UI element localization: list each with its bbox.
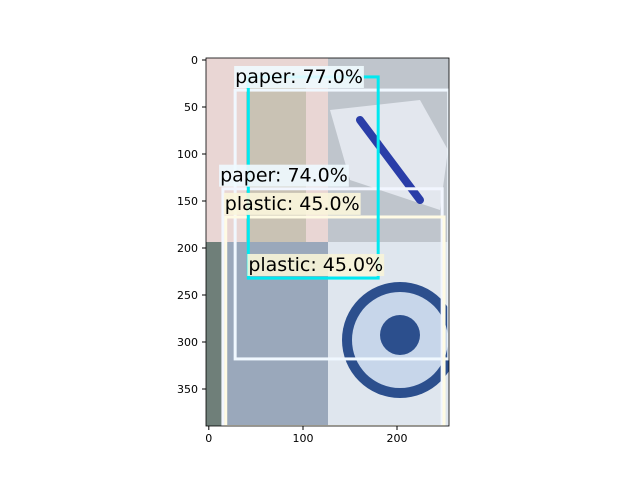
detection-label-bg	[234, 65, 364, 88]
y-tick-label: 50	[184, 101, 198, 114]
detection-label-bg	[223, 192, 361, 215]
y-axis: 0 50 100 150 200 250 300 350	[177, 54, 206, 396]
detection-label-bg	[219, 164, 349, 187]
x-axis: 0 100 200	[205, 426, 408, 445]
detection-label: plastic: 45.0%	[225, 193, 360, 215]
detection-label: paper: 74.0%	[220, 165, 348, 187]
detection-label: plastic: 45.0%	[248, 254, 383, 276]
detection-image	[206, 58, 449, 426]
image-panel-bottom-left-strip	[206, 242, 222, 426]
detection-label: paper: 77.0%	[235, 66, 363, 88]
y-tick-label: 250	[177, 289, 198, 302]
axes-frame	[205, 57, 450, 427]
image-panel-top-right-pen	[356, 116, 424, 204]
y-tick-label: 100	[177, 148, 198, 161]
detections-layer: paper: 77.0% paper: 74.0% plastic: 45.0% pl…	[219, 65, 449, 426]
x-tick-label: 100	[293, 432, 314, 445]
detection-box	[224, 215, 446, 426]
x-tick-label: 0	[205, 432, 212, 445]
y-tick-label: 0	[191, 54, 198, 67]
x-tick-label: 200	[387, 432, 408, 445]
detection-label-bg	[247, 253, 385, 276]
y-tick-label: 200	[177, 242, 198, 255]
plastic-lid-logo	[380, 315, 420, 355]
y-tick-label: 350	[177, 383, 198, 396]
y-tick-label: 150	[177, 195, 198, 208]
y-tick-label: 300	[177, 336, 198, 349]
detection-box	[221, 187, 444, 426]
